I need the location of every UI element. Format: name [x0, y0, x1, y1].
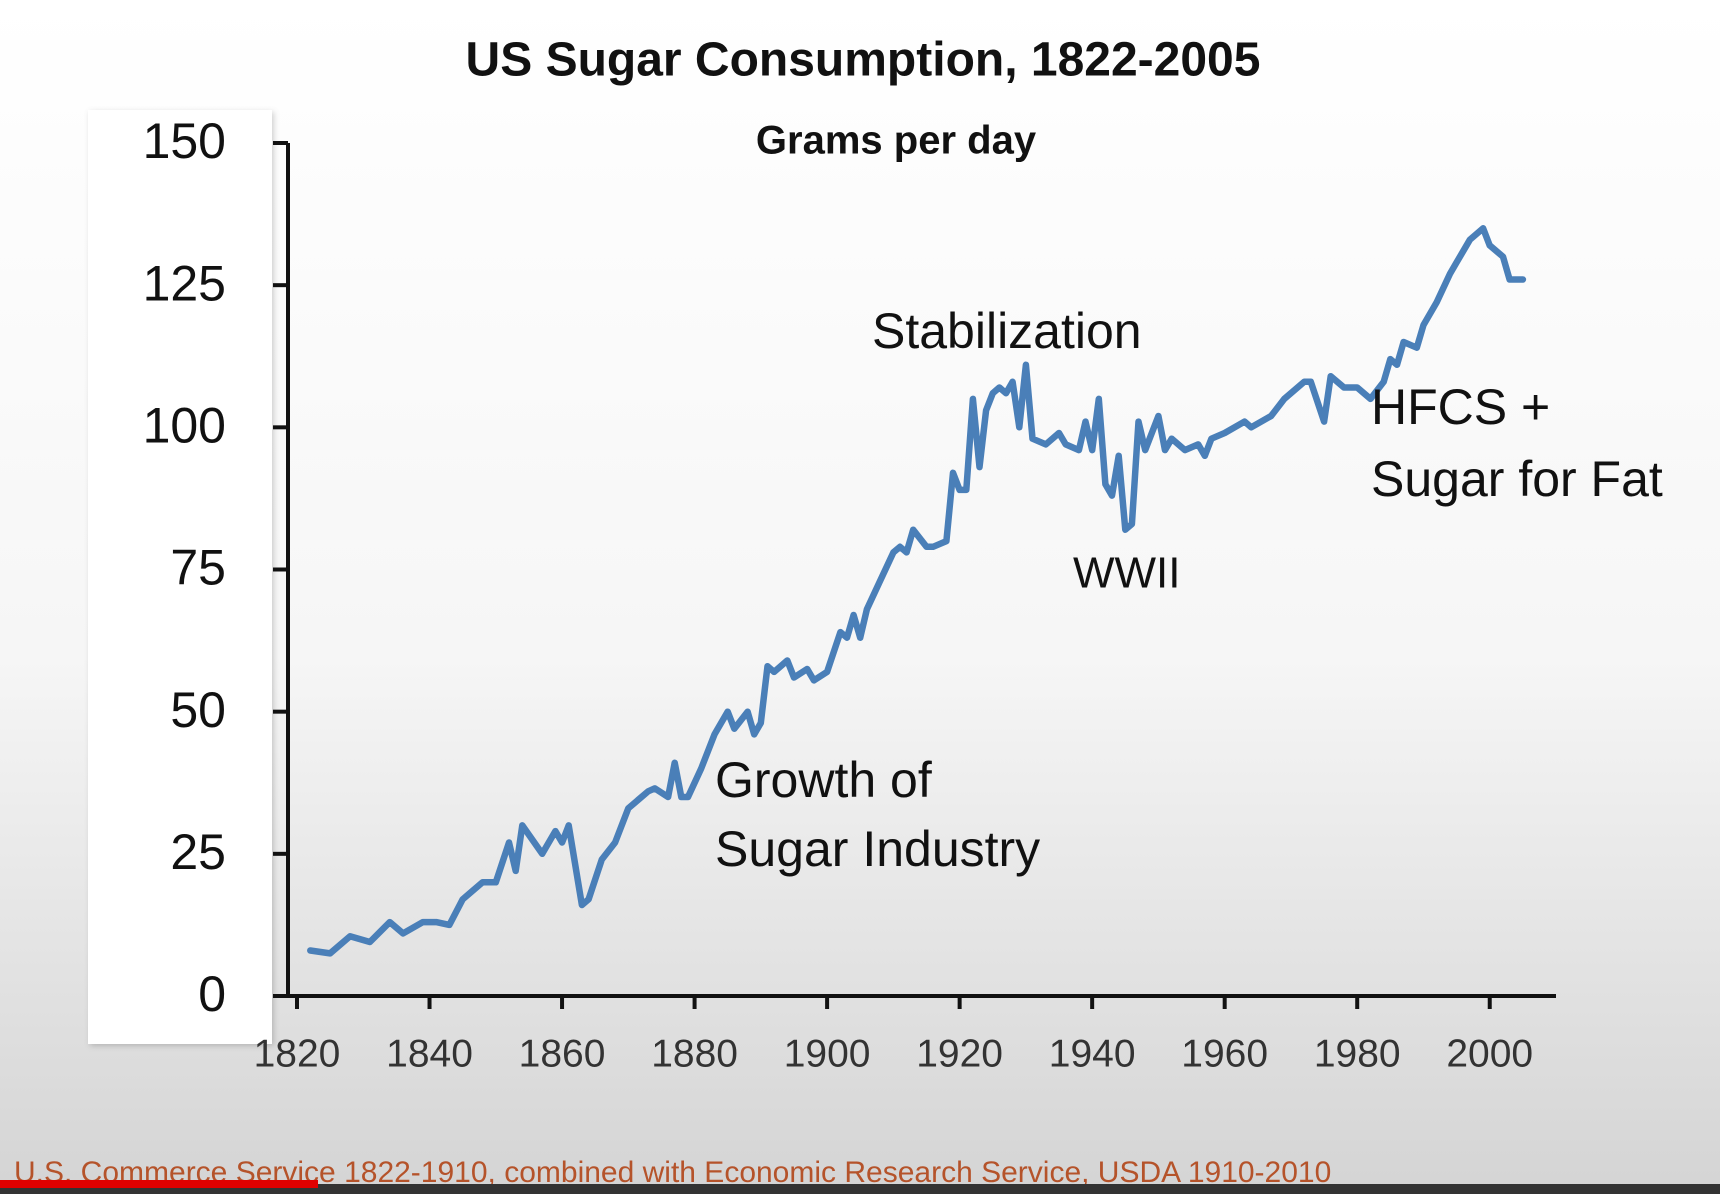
y-tick-label: 125 [143, 255, 226, 311]
x-tick-label: 1960 [1181, 1032, 1268, 1075]
annotation: WWII [1073, 549, 1181, 598]
y-tick-label: 50 [170, 682, 226, 738]
video-progress-track[interactable] [0, 1184, 1720, 1194]
annotation: Growth of [715, 752, 932, 808]
x-tick-label: 1820 [254, 1032, 341, 1075]
x-tick-label: 2000 [1446, 1032, 1533, 1075]
x-tick-label: 1860 [519, 1032, 606, 1075]
annotation: Sugar Industry [715, 821, 1040, 877]
x-tick-label: 1980 [1314, 1032, 1401, 1075]
x-tick-label: 1880 [651, 1032, 738, 1075]
plot-area: 0 25 50 75 100 125 150 1820 1840 1860 1880 1900 1920… [143, 113, 1556, 1075]
x-tick-label: 1940 [1049, 1032, 1136, 1075]
chart-subtitle: Grams per day [756, 119, 1037, 163]
annotation: Sugar for Fat [1371, 451, 1663, 507]
label-panel [88, 110, 272, 1044]
chart-title: US Sugar Consumption, 1822-2005 [466, 34, 1261, 87]
y-tick-label: 25 [170, 824, 226, 880]
video-progress-bar[interactable] [0, 1180, 318, 1188]
data-line [307, 225, 1527, 957]
annotation: HFCS + [1371, 379, 1550, 435]
annotation: Stabilization [872, 303, 1142, 359]
x-tick-label: 1840 [386, 1032, 473, 1075]
y-tick-label: 150 [143, 113, 226, 169]
y-tick-label: 75 [170, 540, 226, 596]
y-tick-label: 100 [143, 398, 226, 454]
y-tick-label: 0 [198, 966, 226, 1022]
x-tick-label: 1920 [916, 1032, 1003, 1075]
x-tick-label: 1900 [784, 1032, 871, 1075]
